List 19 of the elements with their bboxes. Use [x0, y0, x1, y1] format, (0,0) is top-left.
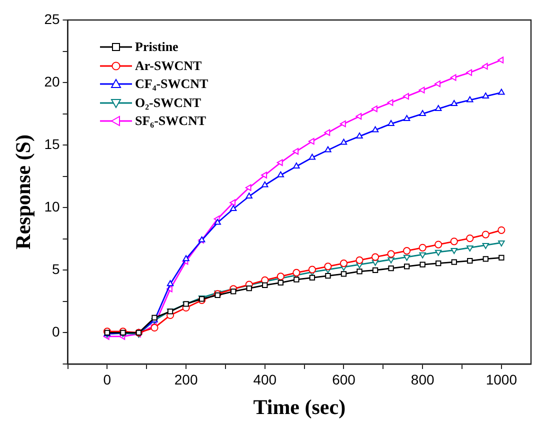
- legend-label: Pristine: [135, 38, 178, 56]
- y-tick-label: 10: [44, 198, 60, 214]
- legend-label: Ar-SWCNT: [135, 56, 202, 74]
- x-tick-label: 600: [332, 371, 356, 388]
- x-tick-label: 0: [103, 371, 112, 388]
- x-axis-title: Time (sec): [253, 394, 346, 419]
- x-tick-label: 200: [174, 371, 198, 388]
- y-tick-label: 15: [44, 136, 60, 152]
- y-tick-label: 20: [44, 73, 60, 90]
- y-tick-label: 0: [52, 324, 60, 340]
- y-tick-label: 5: [52, 261, 60, 278]
- y-tick-label: 25: [44, 10, 60, 27]
- x-tick-label: 800: [410, 371, 434, 388]
- x-tick-label: 400: [253, 371, 277, 388]
- legend-label: SF₆-SWCNT: [135, 112, 206, 130]
- legend-label: CF₄-SWCNT: [135, 75, 208, 93]
- x-tick-label: 1000: [486, 371, 518, 388]
- legend-label: O₂-SWCNT: [135, 94, 202, 112]
- y-axis-title: Response (S): [11, 134, 36, 250]
